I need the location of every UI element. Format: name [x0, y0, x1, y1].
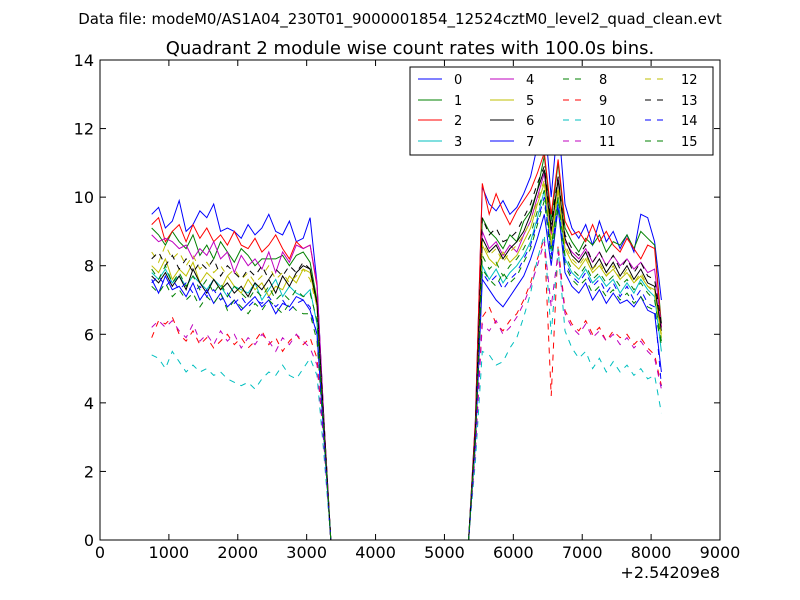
legend-label-0: 0	[454, 73, 462, 88]
y-tick-label: 6	[84, 325, 94, 344]
x-tick-label: 8000	[631, 543, 672, 562]
legend-label-9: 9	[599, 94, 607, 109]
legend-label-1: 1	[454, 94, 462, 109]
legend-label-6: 6	[526, 114, 534, 129]
legend-label-4: 4	[526, 73, 534, 88]
y-tick-label: 10	[74, 188, 94, 207]
series-line-8	[151, 200, 662, 541]
x-tick-label: 2000	[217, 543, 258, 562]
legend-label-8: 8	[599, 73, 607, 88]
x-tick-label: 3000	[286, 543, 327, 562]
y-tick-label: 0	[84, 531, 94, 550]
y-tick-label: 4	[84, 394, 94, 413]
x-tick-label: 9000	[700, 543, 741, 562]
x-tick-label: 6000	[493, 543, 534, 562]
legend-box	[409, 66, 714, 156]
legend-label-11: 11	[599, 135, 616, 150]
axes-frame	[99, 59, 721, 541]
axis-ticks: 0 1000 2000 3000 4000 5000 6000 7000 8000 9000 0 2 4…	[74, 51, 741, 562]
y-tick-label: 8	[84, 257, 94, 276]
x-tick-label: 4000	[355, 543, 396, 562]
x-tick-label: 5000	[424, 543, 465, 562]
legend-label-13: 13	[681, 94, 698, 109]
legend-label-2: 2	[454, 114, 462, 129]
x-tick-label: 7000	[562, 543, 603, 562]
legend-label-15: 15	[681, 135, 698, 150]
y-tick-label: 14	[74, 51, 94, 70]
y-tick-label: 2	[84, 462, 94, 481]
plot-lines	[151, 114, 662, 541]
x-tick-label: 0	[95, 543, 105, 562]
y-tick-label: 12	[74, 120, 94, 139]
figure-suptitle: Data file: modeM0/AS1A04_230T01_90000018…	[78, 10, 722, 29]
x-offset-label: +2.54209e8	[620, 563, 720, 582]
legend-label-5: 5	[526, 94, 534, 109]
legend-label-10: 10	[599, 114, 616, 129]
legend-label-3: 3	[454, 135, 462, 150]
x-tick-label: 1000	[149, 543, 190, 562]
legend-label-14: 14	[681, 114, 698, 129]
chart-title: Quadrant 2 module wise count rates with …	[166, 38, 655, 59]
legend-label-12: 12	[681, 73, 698, 88]
legend-label-7: 7	[526, 135, 534, 150]
